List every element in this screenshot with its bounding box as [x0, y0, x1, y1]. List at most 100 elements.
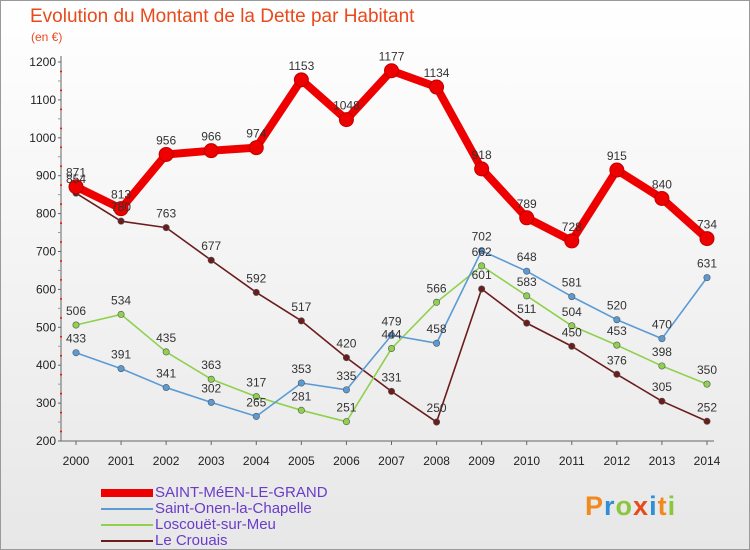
- y-tick-label: 1100: [30, 93, 56, 107]
- x-tick-label: 2005: [288, 454, 315, 468]
- y-tick-label: 300: [36, 396, 56, 410]
- y-axis-dot: [60, 241, 62, 244]
- data-point: [568, 293, 576, 301]
- data-point: [523, 267, 531, 275]
- x-tick-label: 2000: [63, 454, 90, 468]
- data-point: [252, 393, 260, 401]
- data-point: [297, 379, 305, 387]
- data-label: 363: [201, 358, 221, 372]
- data-label: 974: [246, 127, 266, 141]
- y-axis-dot: [60, 373, 62, 376]
- data-point: [113, 201, 129, 217]
- data-label: 252: [697, 400, 717, 414]
- data-point: [613, 370, 621, 378]
- data-label: 763: [156, 207, 176, 221]
- data-label: 702: [472, 230, 492, 244]
- data-label: 504: [562, 305, 582, 319]
- data-point: [342, 354, 350, 362]
- data-label: 631: [697, 257, 717, 271]
- y-axis-dot: [60, 430, 62, 433]
- data-point: [203, 143, 219, 159]
- x-tick-label: 2011: [559, 454, 585, 468]
- data-point: [387, 345, 395, 353]
- data-label: 511: [517, 302, 536, 316]
- data-point: [207, 375, 215, 383]
- data-label: 331: [381, 370, 401, 384]
- y-axis-dot: [60, 203, 62, 206]
- x-tick-label: 2013: [649, 454, 676, 468]
- data-label: 1134: [424, 66, 450, 80]
- data-label: 444: [381, 328, 401, 342]
- data-label: 250: [427, 401, 447, 415]
- data-point: [248, 140, 264, 156]
- y-tick-label: 1000: [29, 131, 56, 145]
- data-label: 470: [652, 318, 672, 332]
- data-point: [658, 362, 666, 370]
- data-label: 1153: [288, 59, 314, 73]
- y-tick-label: 1200: [29, 55, 56, 69]
- data-point: [433, 339, 441, 347]
- data-point: [342, 418, 350, 426]
- data-label: 458: [427, 322, 447, 336]
- data-label: 453: [607, 324, 627, 338]
- data-label: 398: [652, 345, 672, 359]
- data-point: [433, 298, 441, 306]
- y-axis-dot: [60, 108, 62, 111]
- data-label: 583: [517, 275, 537, 289]
- y-axis-dot: [60, 70, 62, 73]
- data-point: [613, 341, 621, 349]
- data-point: [162, 348, 170, 356]
- data-point: [387, 331, 395, 339]
- data-point: [429, 79, 445, 95]
- y-axis-dot: [60, 259, 62, 262]
- data-label: 966: [201, 130, 221, 144]
- data-point: [387, 387, 395, 395]
- data-label: 520: [607, 299, 627, 313]
- y-axis-dot: [60, 316, 62, 319]
- data-label: 251: [336, 401, 356, 415]
- x-tick-label: 2007: [378, 454, 405, 468]
- data-point: [478, 247, 486, 255]
- data-label: 317: [246, 376, 266, 390]
- logo-letter: r: [604, 491, 616, 521]
- data-point: [342, 386, 350, 394]
- data-label: 854: [66, 172, 86, 186]
- data-label: 734: [697, 218, 717, 232]
- logo-letter: P: [585, 491, 605, 521]
- data-point: [338, 112, 354, 128]
- data-point: [658, 335, 666, 343]
- data-point: [384, 63, 399, 79]
- y-axis-dot: [60, 411, 62, 414]
- data-point: [297, 406, 305, 414]
- x-tick-label: 2009: [468, 454, 495, 468]
- y-axis-dot: [60, 222, 62, 225]
- data-label: 601: [472, 268, 492, 282]
- data-label: 915: [607, 149, 627, 163]
- y-axis-dot: [60, 354, 62, 357]
- data-label: 435: [156, 331, 176, 345]
- data-point: [478, 262, 486, 270]
- data-point: [207, 256, 215, 264]
- data-point: [609, 162, 625, 178]
- legend-label: Loscouët-sur-Meu: [155, 516, 276, 533]
- data-point: [72, 321, 80, 329]
- y-axis-dot: [60, 184, 62, 187]
- legend-swatch: [101, 489, 153, 497]
- legend-label: SAINT-MéEN-LE-GRAND: [155, 484, 328, 501]
- proxiti-logo: Proxiti: [585, 491, 676, 522]
- data-label: 871: [66, 166, 86, 180]
- data-label: 566: [427, 281, 447, 295]
- data-label: 433: [66, 332, 86, 346]
- logo-letter: i: [667, 491, 677, 521]
- data-label: 391: [111, 348, 131, 362]
- data-label: 789: [517, 197, 537, 211]
- data-label: 840: [652, 177, 672, 191]
- data-point: [162, 224, 170, 232]
- data-point: [474, 161, 490, 177]
- x-tick-label: 2010: [513, 454, 540, 468]
- data-point: [658, 397, 666, 405]
- data-label: 956: [156, 133, 176, 147]
- x-tick-label: 2002: [153, 454, 180, 468]
